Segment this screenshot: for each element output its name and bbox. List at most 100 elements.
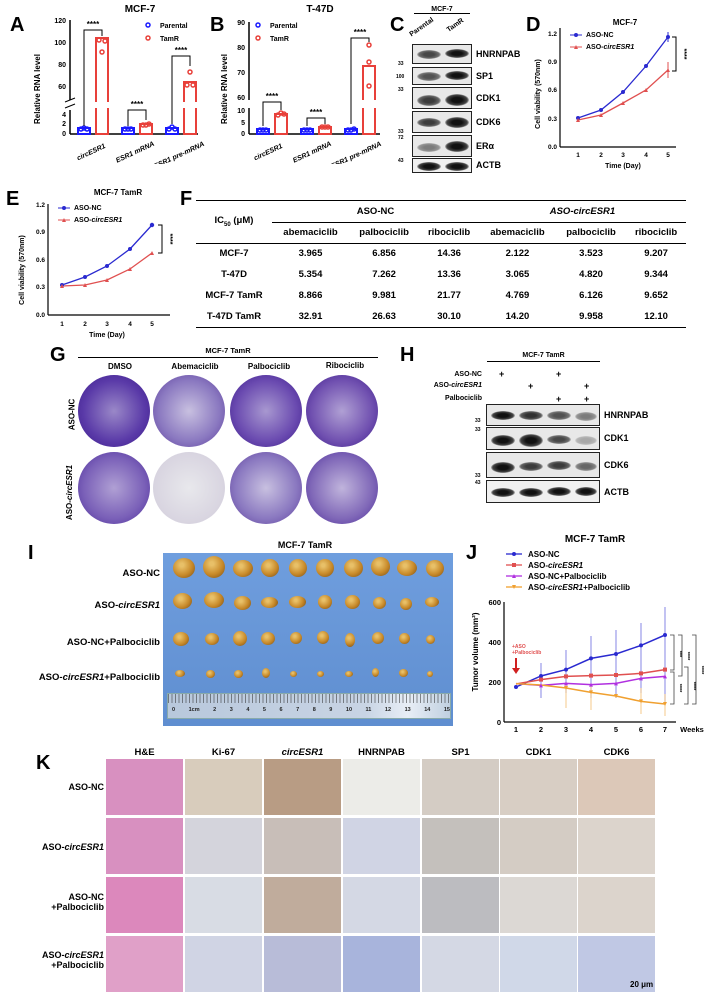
svg-text:0.0: 0.0 xyxy=(36,312,45,319)
panel-label-j: J xyxy=(466,542,478,564)
panel-d-chart: Cell viability (570nm) 0.0 0.3 0.6 0.9 1.2 1… xyxy=(535,28,687,170)
svg-text:120: 120 xyxy=(54,18,66,25)
svg-text:1: 1 xyxy=(514,725,518,733)
ic50-table: IC50 (μM) ASO-NC ASO-circESR1 abemacicli… xyxy=(196,200,686,328)
svg-text:Parental: Parental xyxy=(160,23,188,30)
panel-a-ylabel: Relative RNA level xyxy=(33,54,42,124)
svg-text:70: 70 xyxy=(237,70,245,77)
panel-label-d: D xyxy=(526,14,541,36)
svg-text:0.3: 0.3 xyxy=(548,116,557,123)
svg-text:****: **** xyxy=(680,49,687,60)
svg-text:Relative RNA level: Relative RNA level xyxy=(220,54,229,124)
svg-text:4: 4 xyxy=(589,725,594,733)
svg-text:****: **** xyxy=(175,46,188,55)
panel-e-title: MCF-7 TamR xyxy=(93,188,143,197)
svg-text:7: 7 xyxy=(663,725,667,733)
svg-text:5: 5 xyxy=(614,725,618,733)
svg-text:ASO-circESR1: ASO-circESR1 xyxy=(528,561,584,570)
panel-b-title: T-47D xyxy=(306,4,334,15)
svg-text:3: 3 xyxy=(105,321,109,328)
svg-text:ESR1 mRNA: ESR1 mRNA xyxy=(292,141,333,164)
svg-text:600: 600 xyxy=(488,598,501,607)
svg-text:Tumor volume (mm²): Tumor volume (mm²) xyxy=(471,612,480,691)
svg-text:ASO-circESR1: ASO-circESR1 xyxy=(586,44,634,51)
svg-text:ESR1 pre-mRNA: ESR1 pre-mRNA xyxy=(330,141,383,164)
lane-label-parental: Parental xyxy=(408,16,436,39)
svg-text:ASO-circESR1: ASO-circESR1 xyxy=(74,217,122,224)
svg-text:ASO-circESR1+Palbociclib: ASO-circESR1+Palbociclib xyxy=(528,583,630,592)
svg-text:3: 3 xyxy=(621,152,625,159)
svg-text:4: 4 xyxy=(128,321,132,328)
panel-label-b: B xyxy=(210,14,225,36)
svg-text:2: 2 xyxy=(539,725,543,733)
blot-c-sp1: SP1 xyxy=(476,71,494,81)
svg-text:0.9: 0.9 xyxy=(36,229,45,236)
svg-text:****: **** xyxy=(690,682,696,691)
svg-text:1: 1 xyxy=(576,152,580,159)
svg-text:****: **** xyxy=(266,92,279,101)
row-label-aso-circesr1: ASO-circESR1 xyxy=(65,464,75,521)
ruler: 0 1cm 2 3 4 5 6 7 8 9 10 11 12 13 14 15 xyxy=(167,693,451,719)
svg-text:80: 80 xyxy=(237,45,245,52)
panel-c-header: MCF-7 xyxy=(414,6,470,14)
row-label-i-3: ASO-circESR1+Palbociclib xyxy=(38,672,160,683)
svg-text:****: **** xyxy=(87,20,100,29)
svg-text:3: 3 xyxy=(564,725,568,733)
svg-text:ESR1 mRNA: ESR1 mRNA xyxy=(115,141,156,164)
blot-c-cdk6: CDK6 xyxy=(476,117,501,127)
tumor-photo: 0 1cm 2 3 4 5 6 7 8 9 10 11 12 13 14 15 xyxy=(163,553,453,726)
svg-text:0.6: 0.6 xyxy=(548,87,557,94)
panel-h-header: MCF-7 TamR xyxy=(487,352,600,362)
panel-e-chart: Cell viability (570nm) 0.0 0.3 0.6 0.9 1.2 1… xyxy=(19,202,173,339)
panel-label-f: F xyxy=(180,188,193,210)
svg-text:Parental: Parental xyxy=(270,23,298,30)
panel-j-chart: ASO-NC ASO-circESR1 ASO-NC+Palbociclib A… xyxy=(471,550,704,733)
svg-text:****: **** xyxy=(131,100,144,109)
blot-c-actb: ACTB xyxy=(476,160,501,170)
svg-text:Weeks: Weeks xyxy=(680,725,704,733)
svg-text:Cell viability (570nm): Cell viability (570nm) xyxy=(19,235,26,305)
svg-text:2: 2 xyxy=(83,321,87,328)
group-aso-nc: ASO-NC xyxy=(272,201,479,223)
svg-text:60: 60 xyxy=(58,84,66,91)
svg-text:0.6: 0.6 xyxy=(36,257,45,264)
svg-text:****: **** xyxy=(676,684,682,693)
svg-text:Cell viability (570nm): Cell viability (570nm) xyxy=(535,59,542,129)
svg-text:4: 4 xyxy=(62,112,66,119)
svg-text:0: 0 xyxy=(497,718,501,727)
svg-text:90: 90 xyxy=(237,20,245,27)
panel-a-chart: Relative RNA level 120 100 80 60 4 2 0 **** *… xyxy=(33,18,206,164)
svg-text:0.0: 0.0 xyxy=(548,144,557,151)
group-aso-circesr1: ASO-circESR1 xyxy=(478,201,686,223)
panel-label-e: E xyxy=(6,188,20,210)
table-row: MCF-7 TamR 8.866 9.981 21.77 4.769 6.126 9.652 xyxy=(205,290,668,301)
svg-text:200: 200 xyxy=(488,678,501,687)
svg-text:+ASO: +ASO xyxy=(512,644,526,650)
panel-label-a: A xyxy=(10,14,25,36)
svg-text:Time (Day): Time (Day) xyxy=(605,163,641,170)
svg-text:TamR: TamR xyxy=(160,36,179,43)
row-label-aso-nc: ASO-NC xyxy=(67,398,77,431)
svg-text:***: *** xyxy=(676,651,682,658)
svg-text:circESR1: circESR1 xyxy=(76,143,107,162)
svg-text:****: **** xyxy=(310,108,323,117)
svg-text:80: 80 xyxy=(58,62,66,69)
svg-text:TamR: TamR xyxy=(270,36,289,43)
panel-label-h: H xyxy=(400,344,415,366)
panel-label-g: G xyxy=(50,344,66,366)
svg-text:5: 5 xyxy=(241,120,245,127)
table-row: MCF-7 3.965 6.856 14.36 2.122 3.523 9.207 xyxy=(219,248,668,260)
svg-text:2: 2 xyxy=(599,152,603,159)
lane-label-tamr: TamR xyxy=(445,17,466,34)
svg-text:ASO-NC: ASO-NC xyxy=(528,550,560,559)
svg-text:60: 60 xyxy=(237,95,245,102)
panel-label-k: K xyxy=(36,752,51,774)
svg-text:5: 5 xyxy=(666,152,670,159)
panel-d-title: MCF-7 xyxy=(612,18,638,27)
svg-text:0: 0 xyxy=(62,131,66,138)
svg-text:100: 100 xyxy=(54,40,66,47)
scale-bar-label: 20 μm xyxy=(630,980,654,989)
svg-text:1.2: 1.2 xyxy=(548,31,557,38)
svg-text:0.3: 0.3 xyxy=(36,284,45,291)
panel-a-title: MCF-7 xyxy=(124,4,156,15)
